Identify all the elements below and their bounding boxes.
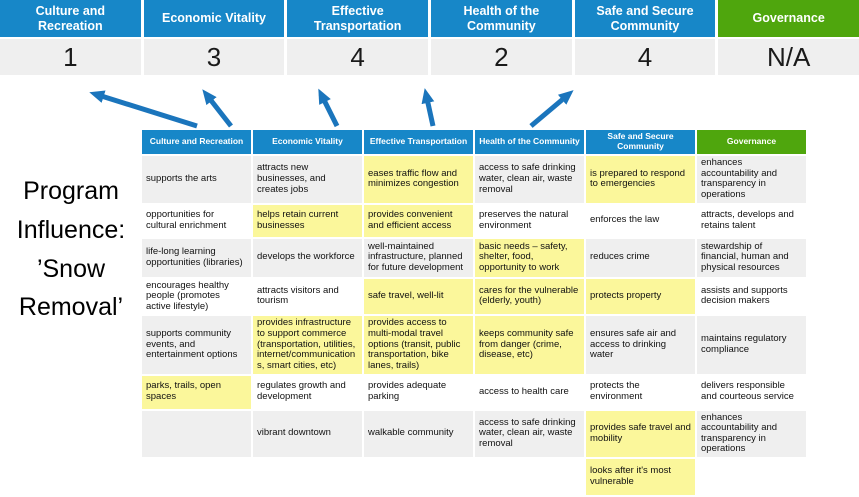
banner-column-label: Culture and Recreation	[0, 0, 141, 37]
matrix-cell: life-long learning opportunities (librar…	[142, 238, 251, 277]
matrix-column-header: Culture and Recreation	[142, 130, 251, 154]
matrix-cell: protects property	[586, 278, 695, 315]
matrix-row: parks, trails, open spaces regulates grow…	[142, 375, 806, 409]
banner-score-value: 4	[574, 39, 716, 75]
up-arrow-icon	[89, 90, 198, 129]
matrix-cell: looks after it's most vulnerable	[586, 459, 695, 495]
banner-column: Effective Transportation 4	[287, 0, 428, 75]
matrix-row: life-long learning opportunities (librar…	[142, 238, 806, 277]
matrix-cell: maintains regulatory compliance	[697, 316, 806, 374]
matrix-cell: access to safe drinking water, clean air…	[475, 156, 584, 203]
matrix-body: supports the arts attracts new businesses…	[142, 156, 806, 495]
banner-column: Governance N/A	[718, 0, 859, 75]
up-arrow-icon	[202, 89, 233, 128]
matrix-cell: enhances accountability and transparency…	[697, 410, 806, 457]
matrix-cell	[142, 410, 251, 457]
up-arrow-icon	[529, 90, 574, 128]
matrix-cell: develops the workforce	[253, 238, 362, 277]
matrix-cell: attracts new businesses, and creates job…	[253, 156, 362, 203]
matrix-row: supports community events, and entertain…	[142, 316, 806, 374]
matrix-cell: is prepared to respond to emergencies	[586, 156, 695, 203]
matrix-cell: regulates growth and development	[253, 375, 362, 409]
matrix-column-header: Effective Transportation	[364, 130, 473, 154]
matrix-row: supports the arts attracts new businesses…	[142, 156, 806, 203]
matrix-cell: safe travel, well-lit	[364, 278, 473, 315]
matrix-cell: cares for the vulnerable (elderly, youth…	[475, 278, 584, 315]
matrix-cell: supports the arts	[142, 156, 251, 203]
matrix-cell	[475, 459, 584, 495]
matrix-cell: attracts visitors and tourism	[253, 278, 362, 315]
banner-column-label: Safe and Secure Community	[574, 0, 716, 37]
matrix-cell	[697, 459, 806, 495]
banner-column: Economic Vitality 3	[143, 0, 285, 75]
influence-matrix: Culture and Recreation Economic Vitality E…	[140, 128, 808, 497]
matrix-cell: opportunities for cultural enrichment	[142, 204, 251, 237]
matrix-cell: delivers responsible and courteous servi…	[697, 375, 806, 409]
matrix-cell: assists and supports decision makers	[697, 278, 806, 315]
banner-score-value: N/A	[718, 39, 859, 75]
matrix-cell: attracts, develops and retains talent	[697, 204, 806, 237]
matrix-cell: parks, trails, open spaces	[142, 375, 251, 409]
matrix-cell: enhances accountability and transparency…	[697, 156, 806, 203]
matrix-cell: provides infrastructure to support comme…	[253, 316, 362, 374]
program-influence-label: Program Influence: ’Snow Removal’	[16, 177, 126, 322]
matrix-cell: stewardship of financial, human and phys…	[697, 238, 806, 277]
matrix-column-header: Safe and Secure Community	[586, 130, 695, 154]
matrix-cell: helps retain current businesses	[253, 204, 362, 237]
matrix-column-header: Governance	[697, 130, 806, 154]
matrix-cell	[364, 459, 473, 495]
banner: Culture and Recreation 1 Economic Vitality…	[0, 0, 859, 75]
matrix-cell: eases traffic flow and minimizes congest…	[364, 156, 473, 203]
banner-score-value: 1	[0, 39, 141, 75]
matrix-cell: enforces the law	[586, 204, 695, 237]
banner-column-label: Health of the Community	[431, 0, 572, 37]
banner-column: Culture and Recreation 1	[0, 0, 141, 75]
banner-score-value: 3	[143, 39, 285, 75]
matrix-cell: reduces crime	[586, 238, 695, 277]
matrix-cell: basic needs – safety, shelter, food, opp…	[475, 238, 584, 277]
matrix-row: looks after it's most vulnerable	[142, 459, 806, 495]
matrix-cell: protects the environment	[586, 375, 695, 409]
matrix-header-row: Culture and Recreation Economic Vitality E…	[142, 130, 806, 154]
up-arrow-icon	[318, 88, 340, 128]
matrix-cell: provides adequate parking	[364, 375, 473, 409]
banner-column: Health of the Community 2	[431, 0, 572, 75]
matrix-cell: provides safe travel and mobility	[586, 410, 695, 457]
banner-column-label: Governance	[718, 0, 859, 37]
matrix-row: vibrant downtown walkable community access…	[142, 410, 806, 457]
matrix-cell: walkable community	[364, 410, 473, 457]
matrix-cell: keeps community safe from danger (crime,…	[475, 316, 584, 374]
matrix-cell: well-maintained infrastructure, planned …	[364, 238, 473, 277]
matrix-column-header: Economic Vitality	[253, 130, 362, 154]
banner-column-label: Economic Vitality	[143, 0, 285, 37]
matrix-row: encourages healthy people (promotes acti…	[142, 278, 806, 315]
up-arrow-icon	[421, 88, 436, 127]
matrix-row: opportunities for cultural enrichment hel…	[142, 204, 806, 237]
matrix-cell	[253, 459, 362, 495]
banner-score-value: 2	[431, 39, 572, 75]
matrix-cell: provides access to multi-modal travel op…	[364, 316, 473, 374]
matrix-cell: encourages healthy people (promotes acti…	[142, 278, 251, 315]
matrix-cell: access to safe drinking water, clean air…	[475, 410, 584, 457]
matrix-cell: supports community events, and entertain…	[142, 316, 251, 374]
banner-column: Safe and Secure Community 4	[574, 0, 716, 75]
matrix-cell: access to health care	[475, 375, 584, 409]
matrix-cell	[142, 459, 251, 495]
banner-column-label: Effective Transportation	[287, 0, 428, 37]
matrix-cell: provides convenient and efficient access	[364, 204, 473, 237]
matrix-cell: ensures safe air and access to drinking …	[586, 316, 695, 374]
banner-score-value: 4	[287, 39, 428, 75]
matrix-column-header: Health of the Community	[475, 130, 584, 154]
matrix-cell: vibrant downtown	[253, 410, 362, 457]
matrix-cell: preserves the natural environment	[475, 204, 584, 237]
